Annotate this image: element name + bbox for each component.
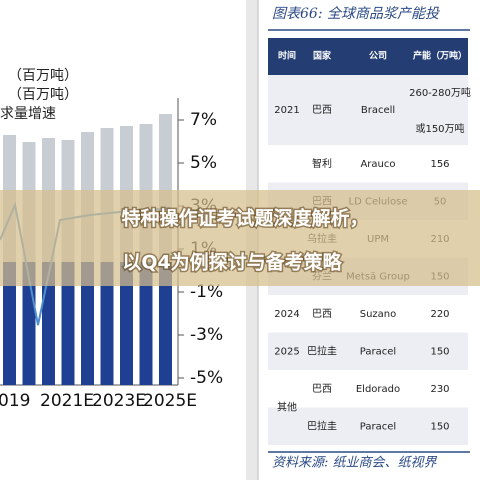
banner-band [0,190,480,286]
capacity-cell: 或150万吨 [415,122,464,135]
company-cell: Paracel [360,346,396,357]
country-cell: 巴拉圭 [307,419,337,432]
company-cell: Bracell [361,105,395,116]
x-tick-label: 2025E [143,391,197,411]
table-row [268,332,468,370]
year-cell: 2021 [274,105,299,116]
bar-navy [61,262,75,385]
bar-navy [100,262,114,385]
banner-line: 以Q4为例探讨与备考策略 [122,251,342,274]
capacity-cell: 260-280万吨 [409,86,471,99]
capacity-cell: 220 [430,309,449,320]
country-cell: 巴西 [312,383,332,395]
table-row [268,407,468,445]
x-tick-label: 019 [0,391,30,411]
year-cell: 2024 [274,309,299,320]
company-cell: Arauco [360,159,395,170]
country-cell: 智利 [312,157,332,170]
banner-line: 特种操作证考试题深度解析， [121,207,368,230]
country-cell: 巴西 [312,308,332,320]
header-cell: 国家 [313,50,332,62]
x-tick-label: 2023E [92,391,146,411]
company-cell: Suzano [360,309,397,320]
capacity-cell: 156 [430,159,449,170]
company-cell: Eldorado [356,384,400,395]
table-source: 资料来源: 纸业商会、纸视界 [272,456,438,471]
legend-label: （百万吨） [8,87,78,103]
year-cell: 其他 [277,401,297,414]
bar-navy [81,262,94,385]
legend-label: （百万吨） [8,68,78,84]
legend-label: 求量增速 [0,106,56,122]
capacity-cell: 230 [430,384,449,395]
header-cell: 产能（万吨） [413,50,467,62]
banner: 特种操作证考试题深度解析， 以Q4为例探讨与备考策略 [120,205,370,275]
table-row [268,370,468,408]
x-tick-label: 2021E [40,391,94,411]
bar-navy [3,262,16,385]
bar-navy [139,262,153,385]
capacity-cell: 150 [430,421,449,432]
table-header [268,38,468,75]
table-row [268,295,468,333]
y-tick-label: -3% [190,325,223,345]
y-tick-label: -1% [190,282,223,302]
capacity-cell: 150 [430,346,449,357]
company-cell: Paracel [360,421,396,432]
bar-navy [120,262,133,385]
y-tick-label: 5% [190,153,217,173]
year-cell: 2025 [274,346,299,357]
header-cell: 公司 [369,51,387,62]
bar-navy [159,262,172,385]
country-cell: 巴西 [312,104,332,116]
header-cell: 时间 [278,50,296,62]
country-cell: 巴拉圭 [307,344,337,357]
y-tick-label: 7% [190,110,217,130]
y-tick-label: -5% [190,368,223,388]
table-title: 图表66: 全球商品浆产能投 [272,6,441,22]
table-row [268,75,468,145]
table-row [268,145,468,183]
